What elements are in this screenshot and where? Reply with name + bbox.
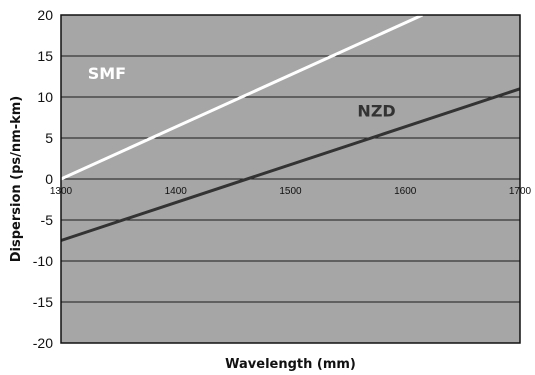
y-axis-label: Dispersion (ps/nm-km): [9, 96, 24, 263]
y-tick-label: 10: [37, 89, 53, 105]
y-tick-label: 20: [37, 7, 53, 23]
y-tick-label: -10: [33, 253, 53, 269]
series-label-smf: SMF: [88, 64, 126, 83]
y-tick-label: -5: [41, 212, 54, 228]
series-line-nzd: [60, 87, 521, 242]
series-lines: [60, 13, 521, 242]
x-tick-label: 1700: [509, 186, 532, 197]
plot-frame: [60, 14, 521, 344]
series-labels: SMF NZD: [88, 64, 396, 121]
series-line-smf: [60, 13, 424, 181]
x-tick-label: 1400: [165, 186, 188, 197]
x-tick-label: 1300: [50, 186, 73, 197]
x-axis-label: Wavelength (mm): [225, 357, 356, 372]
y-tick-label: 5: [45, 130, 53, 146]
y-tick-label: 0: [45, 171, 53, 187]
series-label-nzd: NZD: [357, 102, 395, 121]
x-tick-labels: 1300 1400 1500 1600 1700: [50, 186, 532, 197]
y-tick-label: -20: [33, 335, 53, 351]
y-tick-label: -15: [33, 294, 53, 310]
x-tick-label: 1500: [279, 186, 302, 197]
y-tick-label: 15: [37, 48, 53, 64]
y-tick-labels: 20 15 10 5 0 -5 -10 -15 -20: [33, 7, 53, 351]
x-tick-label: 1600: [394, 186, 417, 197]
